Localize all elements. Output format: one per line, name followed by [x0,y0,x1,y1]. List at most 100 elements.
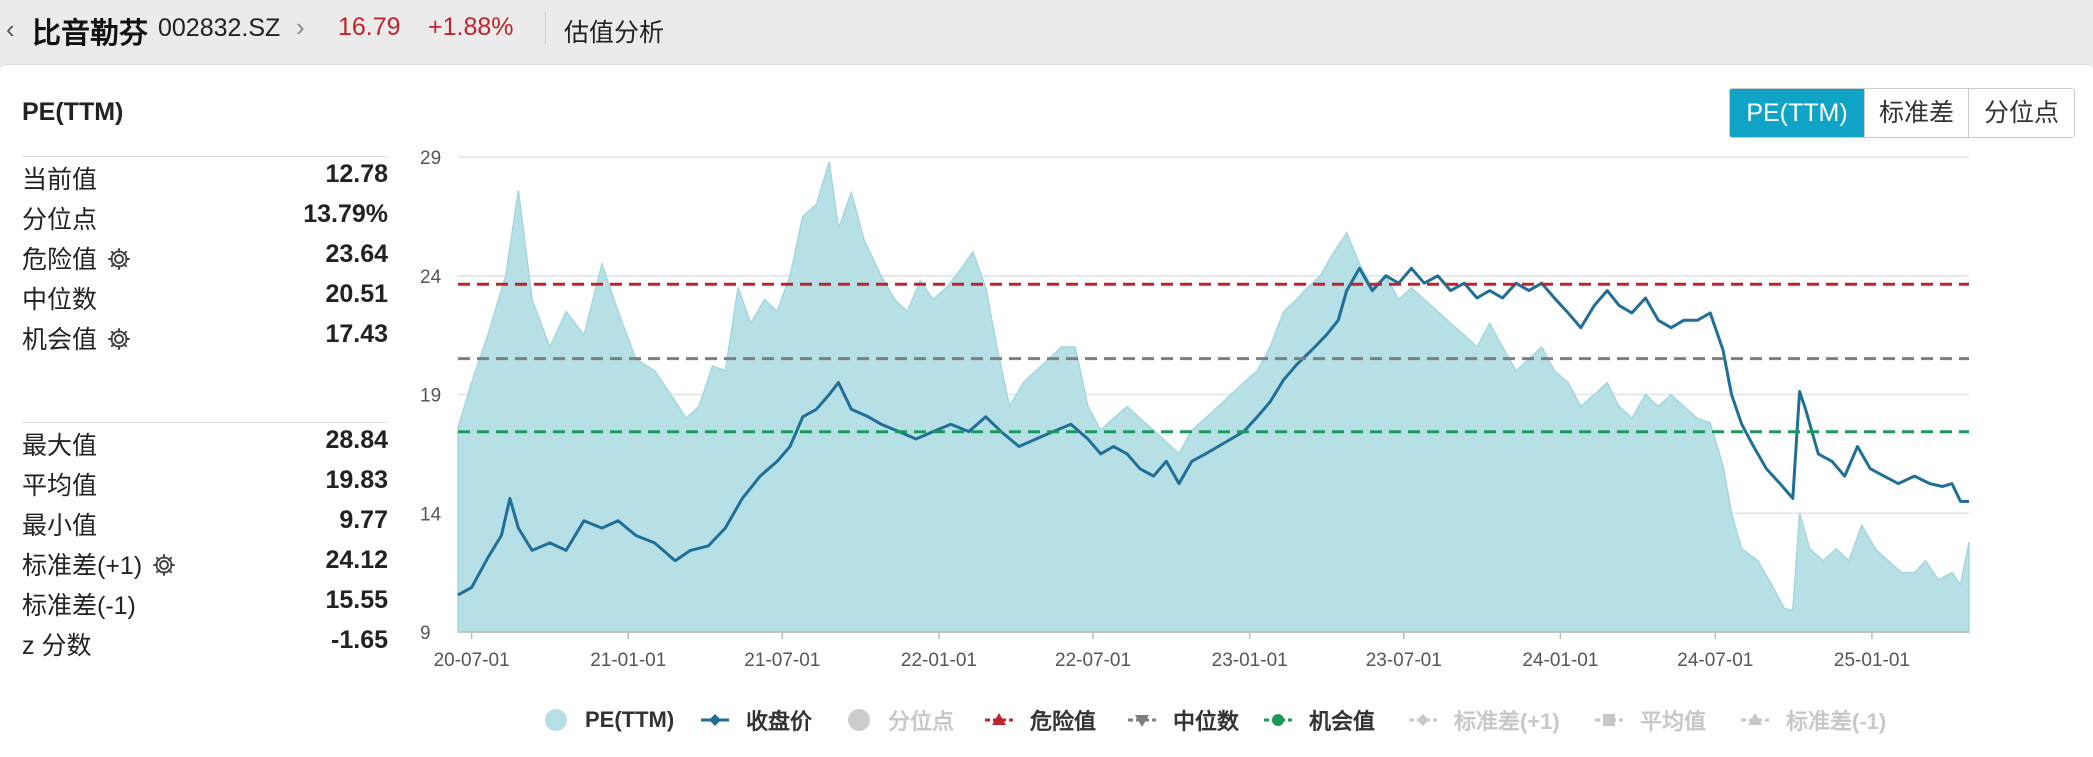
stock-code: 002832.SZ [158,14,281,42]
tab-pe-ttm[interactable]: PE(TTM) [1730,89,1864,137]
legend-label: 危险值 [1030,709,1097,734]
stat-value: 12.78 [325,160,388,188]
gear-icon[interactable] [152,553,176,577]
legend-marker-icon [1263,710,1301,730]
x-tick-label: 22-01-01 [901,650,977,671]
stat-row: 当前值 12.78 [22,160,388,200]
stat-value: -1.65 [331,626,388,654]
stat-value: 17.43 [325,320,388,348]
tab-valuation-analysis[interactable]: 估值分析 [564,19,665,47]
x-tick-label: 23-07-01 [1366,650,1442,671]
stat-row: 分位点 13.79% [22,200,388,240]
metric-tabs: PE(TTM) 标准差 分位点 [1729,88,2075,138]
stat-value: 13.79% [303,200,388,228]
x-tick-label: 23-01-01 [1212,650,1288,671]
stat-row: 标准差(-1) 15.55 [22,586,388,626]
stat-label: 当前值 [22,166,98,194]
stat-value: 23.64 [325,240,388,268]
y-left-tick-label: 24 [420,267,442,288]
legend-marker-icon [700,710,738,730]
chevron-left-icon[interactable]: ‹ [6,14,15,44]
stat-row: 机会值 17.43 [22,320,388,360]
stat-value: 28.84 [325,426,388,454]
header-divider [545,12,546,44]
stat-value: 20.51 [325,280,388,308]
stat-row: 平均值 19.83 [22,466,388,506]
stock-name: 比音勒芬 [32,18,149,50]
x-tick-label: 20-07-01 [434,650,510,671]
stat-value: 24.12 [325,546,388,574]
stat-row: 标准差(+1) 24.12 [22,546,388,586]
legend-marker-icon [543,707,577,733]
divider [22,156,388,157]
close-price-line [457,266,1970,597]
legend-item[interactable]: PE(TTM) [543,700,674,740]
legend-label: 收盘价 [746,709,813,734]
gear-icon[interactable] [107,327,131,351]
stat-label: 标准差(-1) [22,592,136,620]
legend-item[interactable]: 标准差(-1) [1740,700,1886,740]
legend-item[interactable]: 中位数 [1127,700,1239,740]
stock-change: +1.88% [428,13,514,41]
legend-item[interactable]: 平均值 [1594,700,1706,740]
legend-marker-icon [1740,710,1778,730]
divider [22,422,388,423]
tab-percentile[interactable]: 分位点 [1968,89,2074,137]
y-left-tick-label: 19 [420,386,441,407]
legend-marker-icon [1408,710,1446,730]
legend-marker-icon [1127,710,1165,730]
stat-label: 平均值 [22,472,98,500]
stat-row: 中位数 20.51 [22,280,388,320]
legend-item[interactable]: 标准差(+1) [1408,700,1560,740]
pe-valuation-chart[interactable]: 91419242981624324020-07-0121-01-0121-07-… [380,130,2000,690]
stat-label: 最大值 [22,432,98,460]
stat-value: 9.77 [339,506,388,534]
stat-label: 机会值 [22,320,131,356]
legend-label: 中位数 [1173,709,1240,734]
legend-label: 分位点 [888,709,955,734]
stat-row: 危险值 23.64 [22,240,388,280]
x-tick-label: 24-07-01 [1677,650,1753,671]
stat-row: z 分数 -1.65 [22,626,388,666]
x-tick-label: 21-07-01 [744,650,820,671]
stats-group-current [22,156,388,157]
legend-item[interactable]: 机会值 [1263,700,1375,740]
stat-label: 危险值 [22,240,131,276]
x-tick-label: 24-01-01 [1522,650,1598,671]
stock-price: 16.79 [338,13,401,41]
stat-label: z 分数 [22,632,92,660]
legend-label: 机会值 [1309,709,1376,734]
legend-label: PE(TTM) [585,707,675,732]
y-left-tick-label: 9 [420,623,431,644]
y-left-tick-label: 29 [420,148,441,169]
stat-label: 分位点 [22,206,98,234]
legend-item[interactable]: 危险值 [984,700,1096,740]
stat-label: 最小值 [22,512,98,540]
legend-marker-icon [1594,710,1632,730]
panel-title: PE(TTM) [22,98,124,126]
stats-group-range [22,422,388,423]
x-tick-label: 21-01-01 [590,650,666,671]
legend-label: 标准差(-1) [1786,709,1887,734]
legend-label: 标准差(+1) [1454,709,1560,734]
stat-row: 最大值 28.84 [22,426,388,466]
stat-label: 中位数 [22,286,98,314]
x-tick-label: 22-07-01 [1055,650,1131,671]
legend-label: 平均值 [1640,709,1707,734]
y-left-tick-label: 14 [420,504,442,525]
tab-std-dev[interactable]: 标准差 [1864,89,1968,137]
legend-item[interactable]: 分位点 [846,700,954,740]
stat-value: 19.83 [325,466,388,494]
chevron-right-icon[interactable]: › [296,12,305,42]
pe-ttm-area [457,161,1970,633]
stat-label: 标准差(+1) [22,546,176,582]
stat-row: 最小值 9.77 [22,506,388,546]
x-tick-label: 25-01-01 [1834,650,1910,671]
legend-item[interactable]: 收盘价 [700,700,812,740]
gear-icon[interactable] [107,247,131,271]
legend-marker-icon [984,710,1022,730]
stat-value: 15.55 [325,586,388,614]
header-bar: ‹ 比音勒芬 002832.SZ › 16.79 +1.88% 估值分析 [0,0,2093,64]
legend-marker-icon [846,707,880,733]
chart-legend: PE(TTM) 收盘价 分位点 危险值 中位数 机会值 标准差(+1) 平均值 标准差(-1) [0,700,2093,740]
